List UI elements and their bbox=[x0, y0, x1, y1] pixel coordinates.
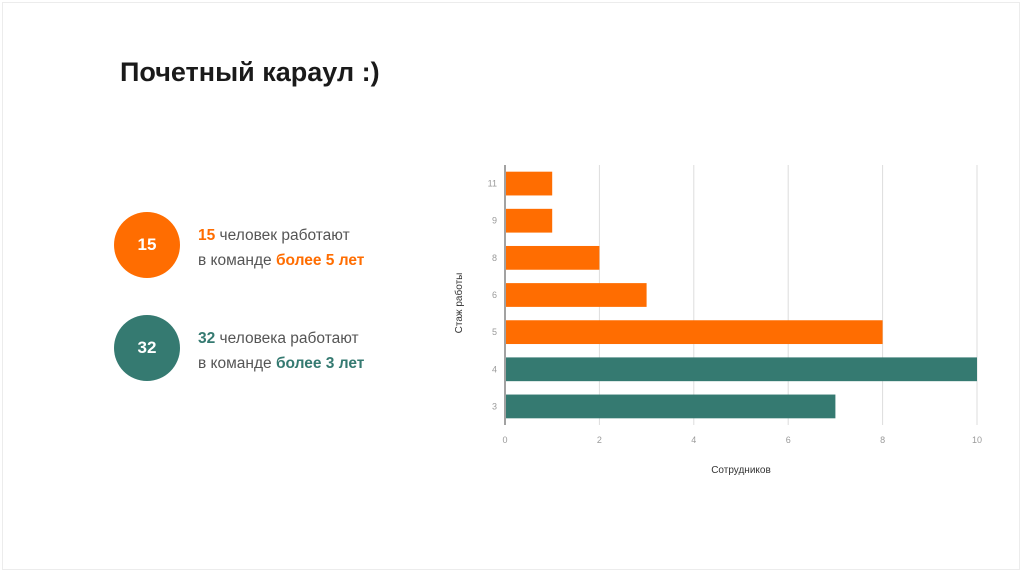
stat-text: 32 человека работают в команде более 3 л… bbox=[198, 326, 364, 376]
stat-line-2: в команде более 5 лет bbox=[198, 248, 364, 273]
y-tick-label: 6 bbox=[492, 290, 497, 300]
x-tick-label: 6 bbox=[786, 435, 791, 445]
stat-block-3-years: 32 32 человека работают в команде более … bbox=[114, 315, 444, 381]
y-axis-title: Стаж работы bbox=[453, 273, 465, 334]
stat-line-1: 32 человека работают bbox=[198, 326, 364, 351]
stat-text: 15 человек работают в команде более 5 ле… bbox=[198, 223, 364, 273]
stat-line-2-prefix: в команде bbox=[198, 252, 276, 269]
stat-badge: 15 bbox=[114, 212, 180, 278]
y-tick-label: 3 bbox=[492, 401, 497, 411]
x-tick-label: 10 bbox=[972, 435, 982, 445]
bar bbox=[506, 283, 647, 307]
stat-line-1-rest: человека работают bbox=[215, 330, 359, 347]
stat-line-2: в команде более 3 лет bbox=[198, 351, 364, 376]
stat-emphasis: более 3 лет bbox=[275, 355, 365, 372]
stat-line-2-prefix: в команде bbox=[198, 355, 276, 372]
x-tick-label: 2 bbox=[597, 435, 602, 445]
bar bbox=[506, 357, 977, 382]
stat-line-1-rest: человек работают bbox=[215, 227, 350, 244]
bar bbox=[506, 208, 553, 233]
x-tick-label: 0 bbox=[502, 435, 507, 445]
y-tick-label: 8 bbox=[492, 253, 497, 263]
bar bbox=[506, 171, 553, 196]
stat-emphasis: более 5 лет bbox=[275, 252, 365, 269]
bar bbox=[506, 245, 600, 270]
y-tick-label: 9 bbox=[492, 216, 497, 226]
bar bbox=[506, 394, 836, 419]
y-tick-label: 11 bbox=[488, 179, 497, 189]
x-axis-title: Сотрудников bbox=[711, 465, 771, 476]
x-tick-label: 8 bbox=[880, 435, 885, 445]
stat-block-5-years: 15 15 человек работают в команде более 5… bbox=[114, 212, 444, 278]
page-title: Почетный караул :) bbox=[120, 57, 380, 87]
bar-chart: 0 2 4 6 8 10 11 9 8 6 5 4 3 Сотрудников Стаж работы bbox=[453, 165, 982, 476]
y-tick-label: 5 bbox=[492, 327, 497, 337]
stat-number: 15 bbox=[198, 227, 216, 244]
bar bbox=[506, 320, 883, 345]
x-tick-label: 4 bbox=[691, 435, 696, 445]
stat-badge: 32 bbox=[114, 315, 180, 381]
y-tick-label: 4 bbox=[492, 364, 497, 374]
stat-number: 32 bbox=[198, 330, 216, 347]
stat-line-1: 15 человек работают bbox=[198, 223, 364, 248]
